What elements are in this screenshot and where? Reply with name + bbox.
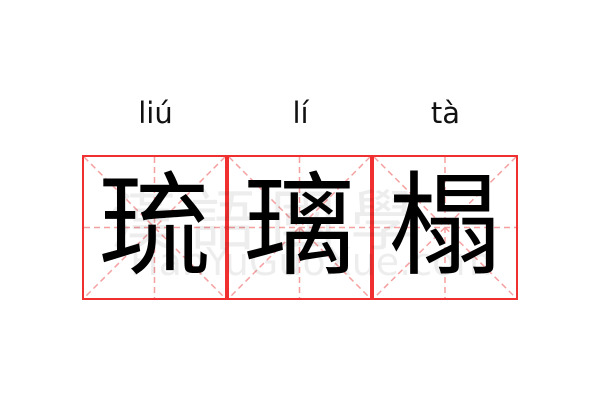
character-grid: 琉 璃 榻	[82, 155, 518, 300]
pinyin-2: lí	[292, 96, 309, 130]
guide-lines	[374, 157, 516, 298]
hanzi-2: 璃	[243, 162, 356, 292]
guide-lines	[229, 157, 370, 298]
character-cell: 榻	[372, 155, 518, 300]
hanzi-3: 榻	[389, 162, 501, 292]
character-cell: 璃	[227, 155, 372, 300]
pinyin-3: tà	[430, 96, 461, 130]
watermark-url: HanYuGuoXue.com	[130, 240, 493, 284]
watermark-logo: 漢語國學	[110, 183, 430, 260]
guide-lines	[84, 157, 225, 298]
character-cell: 琉	[82, 155, 227, 300]
hanzi-1: 琉	[98, 162, 211, 292]
pinyin-1: liú	[138, 96, 173, 130]
